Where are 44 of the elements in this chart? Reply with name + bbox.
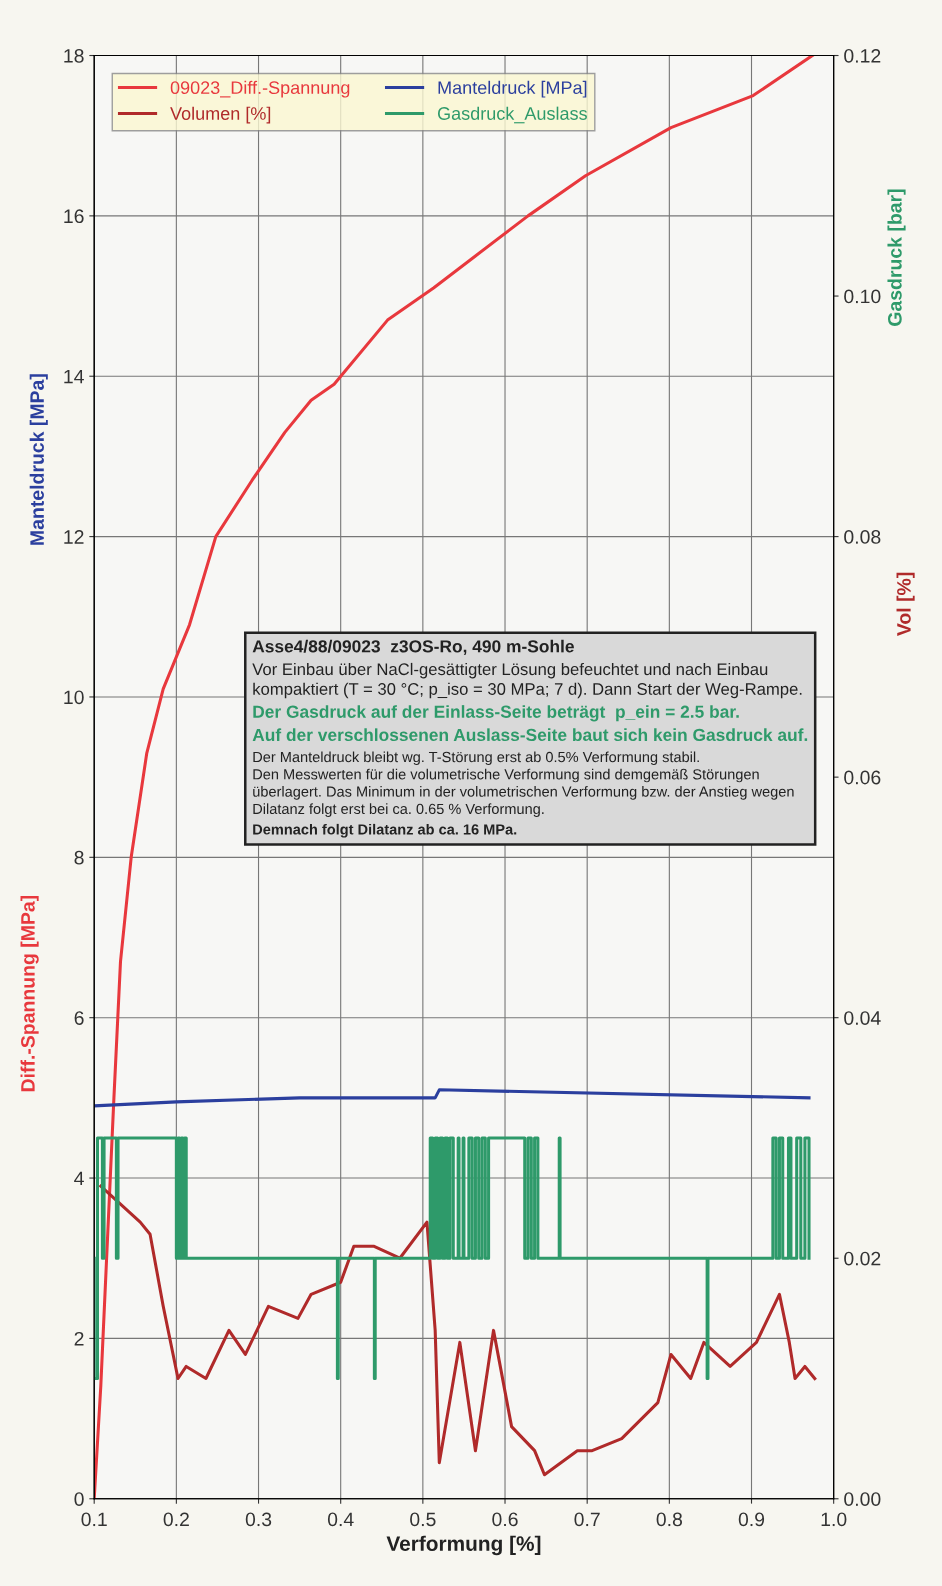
legend-label: 09023_Diff.-Spannung bbox=[170, 80, 350, 98]
x-tick-label: 0.6 bbox=[492, 1512, 518, 1527]
y2-tick-label: 0.08 bbox=[844, 530, 881, 544]
x-tick-label: 0.4 bbox=[327, 1512, 354, 1527]
text: Gasdruck [bar] bbox=[887, 189, 906, 326]
y2-tick-label: 0.02 bbox=[844, 1251, 881, 1266]
annotation: Der Manteldruck bleibt wg. T-Störung erst ab 0.5% Verformung stabil. Den Messwerten für die volumetrische Verformung sind demgemäß Störungen überlagert. Das Minimum in der volumetrischen Verformung bzw. der Anstieg wegen Dilatanz folgt erst bei ca. 0.65 % Verformung. bbox=[253, 751, 794, 817]
x-tick-label: 0.2 bbox=[163, 1512, 189, 1527]
x-tick-label: 1.0 bbox=[821, 1512, 847, 1527]
y2-tick-label: 0.10 bbox=[844, 289, 881, 304]
line-series bbox=[99, 1184, 817, 1477]
x-axis-title: Verformung [%] bbox=[386, 1535, 541, 1556]
y2-tick-label: 0.12 bbox=[844, 48, 881, 63]
annotation: Vor Einbau über NaCl-gesättigter Lösung befeuchtet und nach Einbau kompaktiert (T = 30 °C; p_iso = 30 MPa; 7 d). Dann Start der Weg-Rampe. bbox=[252, 662, 802, 699]
annotation: Der Gasdruck auf der Einlass-Seite beträgt p_ein = 2.5 bar. bbox=[253, 705, 739, 722]
x-tick-label: 0.3 bbox=[245, 1512, 272, 1527]
legend-label: Volumen [%] bbox=[170, 106, 271, 124]
annotation: Auf der verschlossenen Auslass-Seite baut sich kein Gasdruck auf. bbox=[252, 728, 808, 742]
y2-tick-label: 0.06 bbox=[844, 770, 881, 785]
y-tick-label: 0 bbox=[74, 1492, 84, 1507]
y2-tick-label: 0.04 bbox=[844, 1011, 881, 1025]
x-tick-label: 0.1 bbox=[81, 1512, 107, 1527]
annotation: Demnach folgt Dilatanz ab ca. 16 MPa. bbox=[253, 823, 517, 838]
x-tick-label: 0.9 bbox=[738, 1512, 765, 1527]
y2-tick-label: 0.00 bbox=[844, 1492, 881, 1507]
x-tick-label: 0.8 bbox=[656, 1512, 683, 1527]
annotation: Asse4/88/09023 z3OS-Ro, 490 m-Sohle bbox=[252, 639, 574, 656]
y-tick-label: 8 bbox=[74, 850, 84, 865]
legend-label: Gasdruck_Auslass bbox=[437, 106, 587, 124]
y-tick-label: 4 bbox=[74, 1171, 84, 1186]
x-tick-label: 0.5 bbox=[410, 1512, 436, 1527]
y-tick-label: 10 bbox=[64, 690, 84, 705]
legend-label: Manteldruck [MPa] bbox=[438, 80, 587, 98]
line-series bbox=[94, 1088, 811, 1108]
y-tick-label: 14 bbox=[64, 369, 84, 384]
y-tick-label: 16 bbox=[64, 209, 84, 224]
y-tick-label: 6 bbox=[74, 1011, 84, 1025]
y-tick-label: 2 bbox=[74, 1331, 84, 1346]
y2-axis-title: Vol [%] bbox=[896, 572, 915, 637]
y-tick-label: 18 bbox=[64, 48, 84, 63]
x-tick-label: 0.7 bbox=[574, 1512, 600, 1527]
text: Manteldruck [MPa] bbox=[29, 374, 48, 545]
y-axis-title: Diff.-Spannung [MPa] bbox=[20, 895, 39, 1092]
y-tick-label: 12 bbox=[64, 530, 84, 544]
